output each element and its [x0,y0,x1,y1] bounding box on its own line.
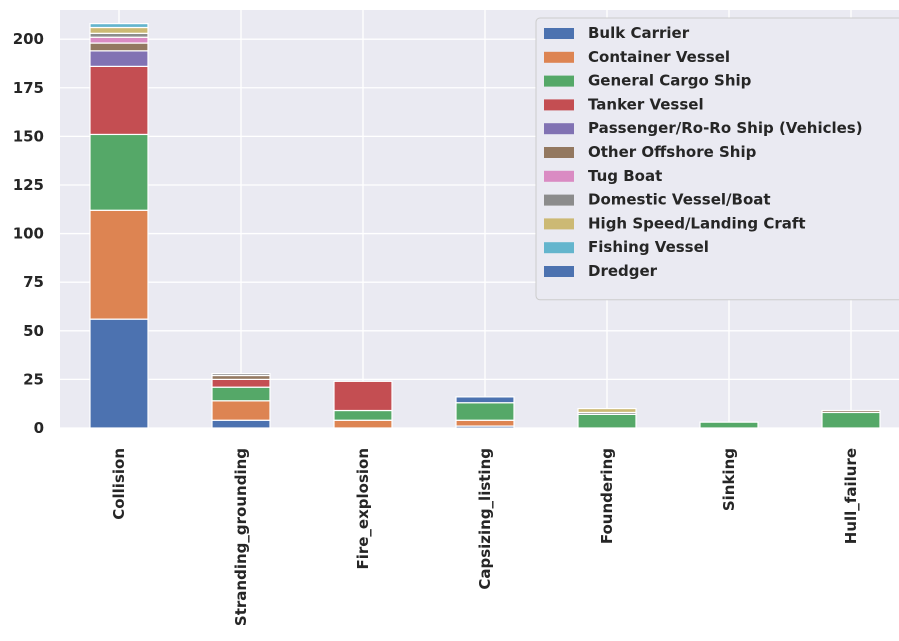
legend-swatch [544,99,574,111]
bar-segment [89,50,149,67]
bar-segment [211,419,271,429]
bar-segment [89,133,149,211]
legend-box [535,17,899,301]
x-tick-label: Fire_explosion [354,448,372,570]
legend-label: Passenger/Ro-Ro Ship (Vehicles) [588,119,863,137]
bar-segment [455,419,515,427]
legend-label: Other Offshore Ship [588,143,757,161]
x-tick-label: Collision [110,448,128,520]
bar-segment [211,400,271,421]
bar-segment [89,65,149,136]
bar-segment [333,409,393,421]
bar-segment [89,26,149,34]
bar-segment [455,402,515,421]
legend-swatch [544,170,574,182]
legend-swatch [544,123,574,135]
bar-segment [89,209,149,320]
x-tick-label: Stranding_grounding [232,448,250,626]
y-tick-label: 100 [13,225,44,243]
y-tick-label: 150 [13,127,44,145]
y-tick-label: 0 [34,419,44,437]
legend-label: General Cargo Ship [588,72,752,90]
legend-label: Dredger [588,262,658,280]
bar-segment [89,42,149,52]
legend-label: Tanker Vessel [588,95,704,113]
legend-label: Tug Boat [588,167,662,185]
bar-segment [821,409,881,414]
legend-label: High Speed/Landing Craft [588,214,806,232]
bar-segment [821,411,881,429]
legend-label: Bulk Carrier [588,24,690,42]
legend-label: Domestic Vessel/Boat [588,191,771,209]
legend-swatch [544,242,574,254]
bar-segment [211,372,271,377]
bar-segment [455,396,515,404]
legend-label: Container Vessel [588,48,730,66]
bars [89,23,881,429]
legend-swatch [544,28,574,39]
legend-swatch [544,147,574,158]
legend-swatch [544,75,574,87]
bar-segment [89,23,149,29]
bar-segment [89,36,149,44]
x-tick-label: Foundering [598,448,616,544]
bar-segment [89,318,149,429]
bar-segment [577,413,637,429]
legend: Bulk Carrier Container Vessel General Carg… [535,17,899,301]
x-tick-label: Sinking [720,448,738,511]
bar-segment [211,386,271,402]
bar-segment [211,378,271,388]
y-axis-ticks: 0 25 50 75 100 125 150 175 200 [13,30,44,437]
y-tick-label: 125 [13,176,44,194]
y-tick-label: 175 [13,79,44,97]
legend-swatch [544,51,574,63]
x-tick-label: Capsizing_listing [476,448,494,590]
legend-swatch [544,266,574,277]
y-tick-label: 200 [13,30,44,48]
bar-segment [577,407,637,414]
bar-segment [333,380,393,412]
y-tick-label: 75 [23,273,44,291]
y-tick-label: 50 [23,322,44,340]
bar-segment [333,419,393,429]
legend-label: Fishing Vessel [588,238,709,256]
legend-swatch [544,194,574,206]
y-tick-label: 25 [23,370,44,388]
legend-swatch [544,218,574,230]
bar-segment [699,421,759,429]
x-axis-ticks: Collision Stranding_grounding Fire_explosi… [110,448,860,626]
x-tick-label: Hull_failure [842,448,860,544]
